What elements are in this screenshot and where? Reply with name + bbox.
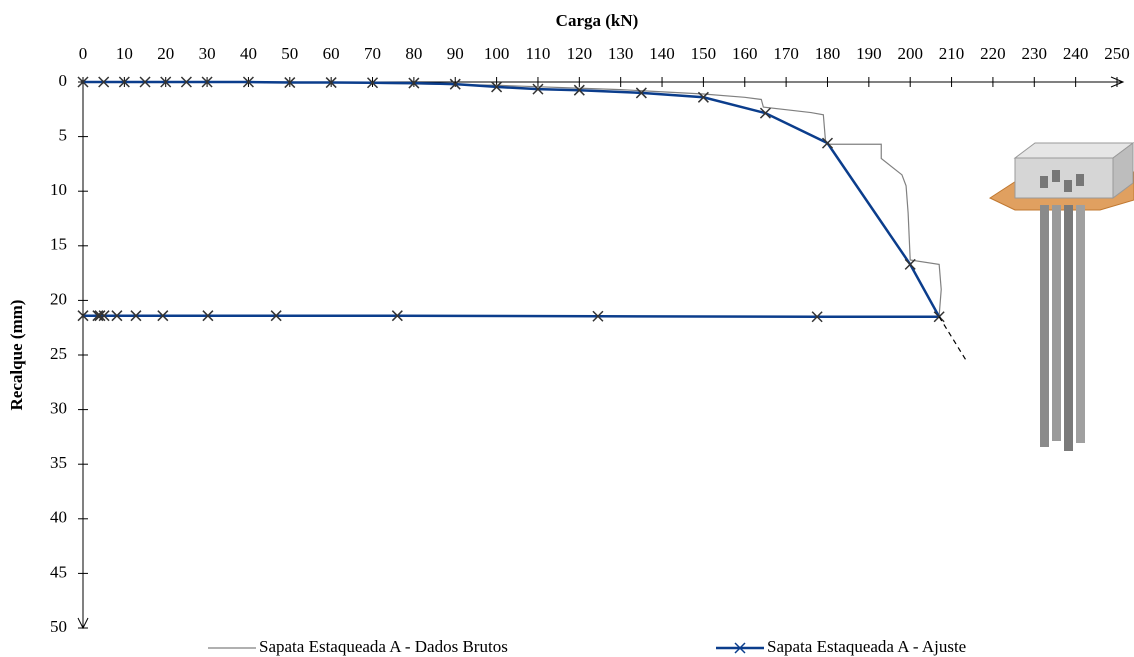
x-tick-label: 250 — [1104, 44, 1130, 63]
x-tick-label: 190 — [856, 44, 882, 63]
y-tick-label: 25 — [50, 344, 67, 363]
x-tick-label: 90 — [447, 44, 464, 63]
marker — [94, 310, 106, 322]
marker — [408, 77, 420, 89]
marker — [242, 76, 254, 88]
x-tick-label: 70 — [364, 44, 381, 63]
marker — [366, 77, 379, 89]
x-tick-label: 110 — [526, 44, 551, 63]
x-tick-label: 160 — [732, 44, 758, 63]
marker — [573, 84, 585, 96]
x-tick-label: 140 — [649, 44, 675, 63]
x-tick-label: 60 — [323, 44, 340, 63]
marker — [491, 81, 503, 93]
marker — [904, 258, 916, 270]
marker — [811, 311, 823, 323]
marker — [130, 310, 142, 322]
y-tick-label: 40 — [50, 508, 67, 527]
x-axis-arrow — [1110, 76, 1125, 88]
x-tick-label: 210 — [939, 44, 965, 63]
y-tick-label: 45 — [50, 562, 67, 581]
y-tick-label: 50 — [50, 617, 67, 636]
marker — [92, 310, 104, 322]
y-tick-label: 30 — [50, 399, 67, 418]
x-tick-label: 10 — [116, 44, 133, 63]
x-tick-label: 120 — [567, 44, 593, 63]
y-tick-label: 10 — [50, 180, 67, 199]
marker — [98, 76, 110, 88]
marker — [734, 642, 746, 654]
x-tick-label: 40 — [240, 44, 257, 63]
x-tick-label: 150 — [691, 44, 717, 63]
marker — [270, 310, 282, 322]
marker — [325, 77, 337, 89]
x-tick-label: 100 — [484, 44, 510, 63]
marker — [759, 107, 771, 119]
marker — [118, 76, 130, 88]
x-tick-label: 130 — [608, 44, 634, 63]
y-tick-label: 35 — [50, 453, 67, 472]
piled-footing-icon — [988, 142, 1134, 451]
marker — [391, 310, 403, 322]
marker — [635, 87, 647, 99]
y-axis-label: Recalque (mm) — [7, 300, 26, 411]
marker — [201, 76, 213, 88]
marker — [77, 76, 89, 88]
x-tick-label: 220 — [980, 44, 1006, 63]
x-tick-label: 240 — [1063, 44, 1089, 63]
x-tick-label: 0 — [79, 44, 88, 63]
y-tick-label: 15 — [50, 235, 67, 254]
chart-title: Carga (kN) — [556, 11, 639, 30]
fit-line — [83, 80, 942, 319]
marker — [157, 310, 169, 322]
marker — [532, 83, 544, 95]
x-tick-label: 170 — [773, 44, 799, 63]
raw-data-line — [83, 81, 942, 316]
x-tick-label: 200 — [897, 44, 923, 63]
x-tick-label: 230 — [1022, 44, 1048, 63]
marker — [139, 76, 151, 88]
y-tick-label: 20 — [50, 289, 67, 308]
y-tick-label: 5 — [59, 126, 68, 145]
legend-label: Sapata Estaqueada A - Dados Brutos — [259, 637, 508, 656]
extrapolation-line — [938, 316, 968, 362]
marker — [821, 137, 834, 149]
marker — [202, 310, 214, 322]
x-tick-label: 180 — [815, 44, 841, 63]
marker — [77, 310, 89, 322]
x-tick-label: 50 — [281, 44, 298, 63]
legend-label: Sapata Estaqueada A - Ajuste — [767, 637, 966, 656]
marker — [449, 78, 461, 90]
marker — [592, 310, 604, 322]
marker — [697, 91, 709, 103]
marker — [160, 76, 172, 88]
x-tick-label: 80 — [405, 44, 422, 63]
x-tick-label: 20 — [157, 44, 174, 63]
marker — [180, 76, 192, 88]
x-tick-label: 30 — [199, 44, 216, 63]
marker — [111, 310, 123, 322]
y-tick-label: 0 — [59, 71, 68, 90]
marker — [284, 77, 296, 89]
